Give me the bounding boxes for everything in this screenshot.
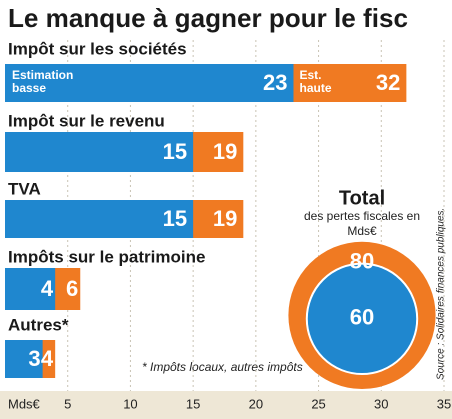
series-label-text: Est. haute: [299, 69, 332, 95]
source: Source : Solidaires finances publiques.: [436, 208, 447, 380]
x-tick-label: 35: [437, 396, 451, 411]
category-label: TVA: [8, 179, 41, 198]
series-label-text: Estimation basse: [12, 69, 74, 95]
x-tick-label: 25: [311, 396, 325, 411]
total-subtitle: des pertes fiscales en Mds€: [303, 209, 421, 238]
category-label: Autres*: [8, 315, 69, 334]
total-title: Total: [339, 187, 385, 209]
category-label: Impôt sur le revenu: [8, 111, 165, 130]
value-label: 19: [213, 206, 237, 231]
category-label: Impôts sur le patrimoine: [8, 247, 205, 266]
total-low: [305, 262, 419, 375]
x-tick-label: 10: [123, 396, 137, 411]
bar-segment: [5, 132, 194, 172]
value-label: 6: [66, 276, 78, 301]
total-low-label: 60: [350, 305, 374, 330]
x-tick-label: 5: [64, 396, 71, 411]
value-label: 15: [163, 139, 187, 164]
chart-title: Le manque à gagner pour le fisc: [8, 3, 408, 33]
x-tick-label: 30: [374, 396, 388, 411]
value-label: 4: [41, 346, 54, 371]
value-label: 15: [163, 206, 187, 231]
series-label: Estimation basse: [12, 69, 74, 95]
total-subtitle-text: des pertes fiscales en Mds€: [303, 209, 421, 238]
value-label: 19: [213, 139, 237, 164]
value-label: 32: [376, 70, 400, 95]
total-high-label: 80: [350, 249, 374, 274]
footnote: * Impôts locaux, autres impôts: [142, 360, 303, 374]
x-axis-label: Mds€: [8, 396, 41, 411]
bar-segment: [5, 64, 294, 102]
category-label: Impôt sur les sociétés: [8, 39, 187, 58]
bar-segment: [5, 200, 194, 238]
x-tick-label: 20: [249, 396, 263, 411]
x-tick-label: 15: [186, 396, 200, 411]
bar-segment: [5, 268, 56, 310]
bars: [5, 64, 407, 378]
bar-segment: [5, 340, 43, 378]
series-label: Est. haute: [299, 69, 332, 95]
value-label: 23: [263, 70, 287, 95]
value-label: 3: [28, 346, 40, 371]
value-label: 4: [41, 276, 54, 301]
axis-band: [0, 391, 452, 419]
